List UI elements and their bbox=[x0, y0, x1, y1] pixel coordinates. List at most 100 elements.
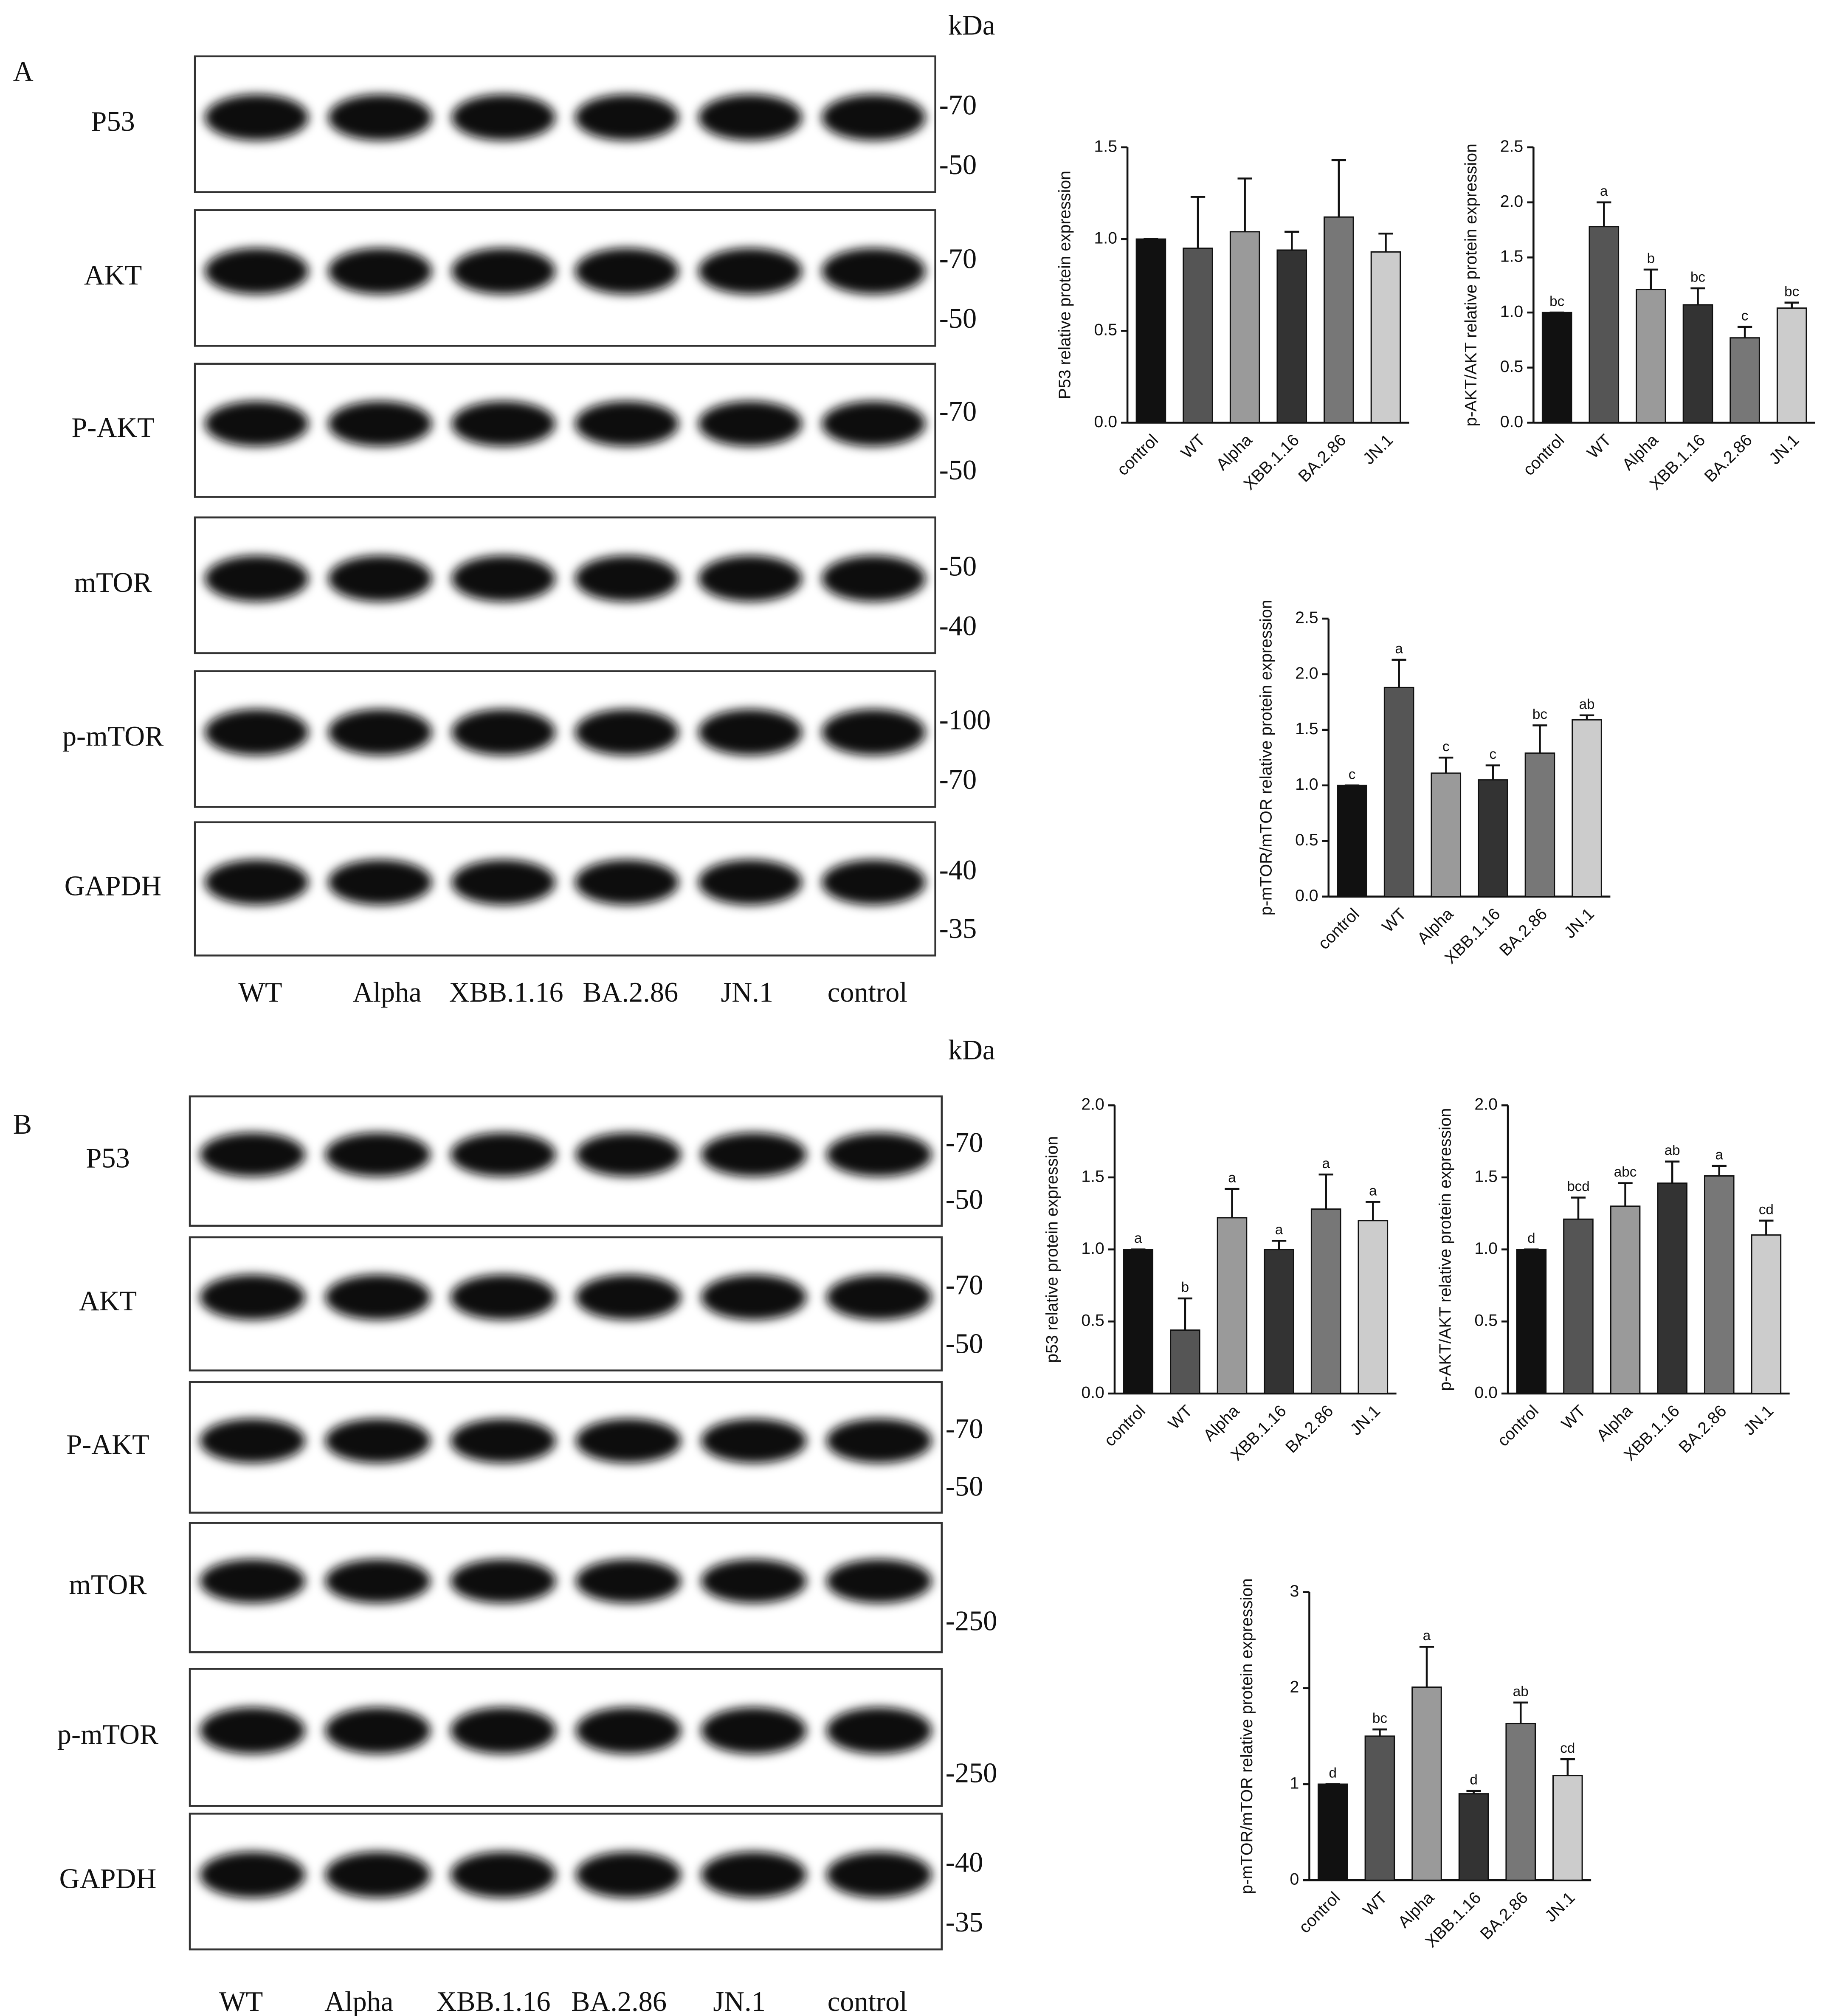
significance-label: b bbox=[1181, 1280, 1189, 1295]
bar bbox=[1458, 1793, 1489, 1881]
marker-label: -100 bbox=[939, 704, 991, 735]
blot-band bbox=[698, 555, 802, 602]
lane-label: XBB.1.16 bbox=[436, 1986, 550, 2016]
marker-label: -70 bbox=[946, 1413, 983, 1444]
blot-band bbox=[325, 1851, 431, 1898]
error-bar bbox=[1419, 1646, 1434, 1687]
blot-band bbox=[822, 248, 926, 294]
y-axis-label: p-mTOR/mTOR relative protein expression bbox=[1238, 1578, 1256, 1894]
y-tick-label: 1.0 bbox=[1094, 229, 1118, 247]
protein-label: p-mTOR bbox=[62, 721, 164, 752]
blot-band bbox=[576, 1418, 681, 1463]
error-bar bbox=[1597, 201, 1611, 227]
blot-band bbox=[328, 555, 432, 602]
bar bbox=[1541, 312, 1572, 423]
blot-frame bbox=[189, 1813, 943, 1951]
bar bbox=[1337, 785, 1367, 898]
error-bar bbox=[1378, 232, 1393, 252]
y-tick-label: 1.5 bbox=[1081, 1167, 1104, 1185]
x-tick-label: control bbox=[1296, 1889, 1344, 1937]
significance-label: a bbox=[1715, 1147, 1724, 1163]
y-tick-label: 0.0 bbox=[1500, 413, 1523, 431]
blot-frame bbox=[194, 516, 936, 654]
x-tick-label: JN.1 bbox=[1347, 1402, 1384, 1439]
marker-label: -50 bbox=[946, 1471, 983, 1502]
x-tick-label: Alpha bbox=[1593, 1402, 1636, 1444]
x-tick-label: control bbox=[1520, 431, 1568, 479]
x-tick-label: BA.2.86 bbox=[1282, 1402, 1337, 1456]
bar bbox=[1657, 1183, 1687, 1394]
significance-label: cd bbox=[1759, 1202, 1774, 1217]
y-axis-label: p53 relative protein expression bbox=[1043, 1136, 1062, 1363]
marker-label: -40 bbox=[946, 1847, 983, 1878]
blot-band bbox=[325, 1707, 431, 1754]
bar-chart: 0 1 2 3 p-mTOR/mTOR relative protein express… bbox=[1238, 1578, 1591, 1951]
bar-chart: 0.0 0.5 1.0 1.5 2.0 p53 relative protein expr… bbox=[1043, 1095, 1397, 1464]
lane-label: WT bbox=[238, 977, 282, 1008]
bar-chart: 0.0 0.5 1.0 1.5 2.0 2.5 p-AKT/AKT relative pro… bbox=[1462, 137, 1816, 493]
error-bar bbox=[1737, 326, 1752, 338]
significance-label: ab bbox=[1513, 1684, 1529, 1699]
error-bar bbox=[1225, 1188, 1239, 1218]
blot-frame bbox=[189, 1522, 943, 1653]
bar bbox=[1751, 1234, 1782, 1394]
error-bar bbox=[1513, 1701, 1528, 1724]
protein-label: AKT bbox=[79, 1286, 137, 1317]
blot-band bbox=[450, 1851, 556, 1898]
error-bar bbox=[1485, 764, 1501, 780]
marker-label: -70 bbox=[946, 1270, 983, 1301]
blot-band bbox=[575, 248, 679, 294]
y-tick-label: 2.0 bbox=[1500, 192, 1523, 211]
bar bbox=[1776, 307, 1807, 423]
blot-frame bbox=[189, 1381, 943, 1514]
error-bar bbox=[1331, 159, 1346, 217]
blot-band bbox=[205, 401, 309, 447]
y-tick-label: 0.5 bbox=[1081, 1312, 1104, 1330]
blot-band bbox=[826, 1418, 932, 1463]
significance-label: c bbox=[1741, 308, 1749, 324]
marker-label: -70 bbox=[939, 243, 977, 274]
bar bbox=[1276, 249, 1307, 423]
blot-band bbox=[205, 859, 309, 905]
y-tick-label: 1.0 bbox=[1295, 775, 1318, 794]
x-tick-label: Alpha bbox=[1200, 1402, 1243, 1444]
y-tick-label: 0.5 bbox=[1295, 831, 1318, 849]
kda-label: kDa bbox=[948, 1035, 995, 1066]
x-tick-label: control bbox=[1114, 431, 1162, 479]
blot-band bbox=[698, 859, 802, 905]
bar bbox=[1589, 226, 1620, 423]
blot-frame bbox=[189, 1095, 943, 1227]
x-tick-label: BA.2.86 bbox=[1496, 905, 1551, 960]
y-tick-label: 1.5 bbox=[1295, 720, 1318, 738]
lane-label: JN.1 bbox=[721, 977, 773, 1008]
y-tick-label: 0.5 bbox=[1500, 358, 1523, 376]
x-tick-label: WT bbox=[1584, 431, 1615, 462]
blot-band bbox=[451, 709, 555, 755]
blot-band bbox=[826, 1851, 932, 1898]
kda-label: kDa bbox=[948, 10, 995, 41]
blot-band bbox=[575, 94, 679, 141]
y-tick-label: 2.5 bbox=[1500, 137, 1523, 155]
error-bar bbox=[1532, 724, 1547, 753]
bar bbox=[1358, 1220, 1389, 1394]
blot-band bbox=[826, 1707, 932, 1754]
error-bar bbox=[1318, 1173, 1333, 1209]
blot-band bbox=[451, 94, 555, 141]
marker-label: -70 bbox=[939, 90, 977, 121]
bar-chart: 0.0 0.5 1.0 1.5 2.0 p-AKT/AKT relative protei… bbox=[1437, 1095, 1790, 1464]
y-tick-label: 2.0 bbox=[1474, 1095, 1497, 1114]
protein-label: P-AKT bbox=[66, 1429, 149, 1460]
x-tick-label: BA.2.86 bbox=[1701, 431, 1756, 486]
x-tick-label: Alpha bbox=[1394, 1889, 1437, 1932]
x-tick-label: WT bbox=[1379, 905, 1410, 936]
blot-band bbox=[576, 1559, 681, 1603]
error-bar bbox=[1271, 1239, 1287, 1250]
blot-band bbox=[200, 1418, 305, 1463]
protein-label: mTOR bbox=[74, 567, 152, 598]
y-tick-label: 0 bbox=[1290, 1870, 1299, 1889]
protein-label: GAPDH bbox=[65, 871, 162, 902]
bar-chart: 0.0 0.5 1.0 1.5 2.0 2.5 p-mTOR/mTOR relative p… bbox=[1257, 600, 1611, 968]
x-tick-label: WT bbox=[1165, 1402, 1196, 1433]
significance-label: c bbox=[1349, 766, 1356, 782]
significance-label: bc bbox=[1549, 294, 1564, 310]
